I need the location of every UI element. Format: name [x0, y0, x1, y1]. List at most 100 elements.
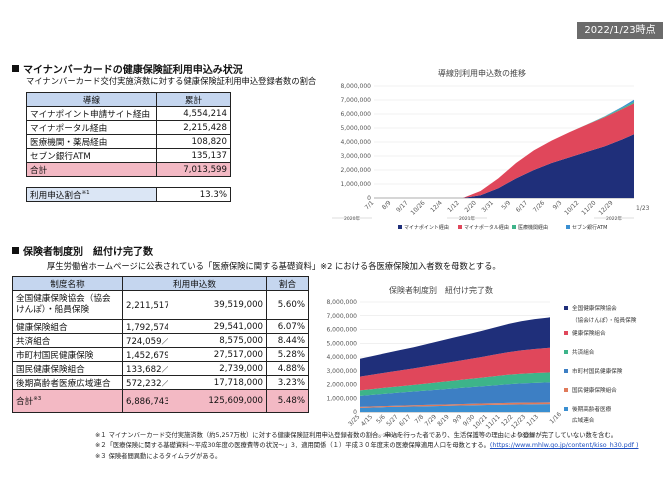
- apply-count: 572,232／: [122, 375, 168, 390]
- ratio-header: 割合: [266, 276, 310, 291]
- x-tick-label: 5/9: [500, 199, 512, 211]
- system-name: 市町村国民健康保険: [12, 347, 123, 362]
- y-tick-label: 1,000,000: [340, 181, 371, 188]
- section2-title: 保険者制度別 紐付け完了数: [23, 247, 153, 258]
- x-tick-label: 12/29: [597, 199, 614, 216]
- table-row: 後期高齢者医療広域連合 572,232／ 17,718,000 3.23%: [12, 375, 310, 390]
- footnote-2: ※２「医療保険に関する基礎資料～平成30年度の医療費等の状況～」3．適用関係（１…: [95, 441, 638, 451]
- route-value: 4,554,214: [156, 106, 231, 121]
- base-count: 27,517,000: [167, 347, 268, 362]
- section1-title: マイナンバーカードの健康保険証利用申込み状況: [23, 65, 243, 76]
- system-name: 共済組合: [12, 333, 123, 348]
- ratio-note: ※1: [81, 189, 90, 196]
- y-tick-label: 8,000,000: [340, 83, 371, 90]
- total-label-cell: 合計※3: [12, 389, 123, 413]
- heading-square-icon: [12, 247, 19, 254]
- footnotes: ※１ マイナンバーカード交付実施済数（約5,257万枚）に対する健康保険証利用申…: [95, 431, 638, 462]
- total-row: 合計 7,013,599: [26, 162, 231, 177]
- footnote-2-link[interactable]: (https://www.mhlw.go.jp/content/kiso_h30…: [489, 442, 639, 450]
- system-name-header: 制度名称: [12, 276, 123, 291]
- area-series-1: [374, 103, 634, 198]
- pct-value: 8.44%: [266, 333, 310, 348]
- x-tick-label: 8/19: [436, 413, 451, 428]
- legend-label: 全国健康保険協会: [572, 304, 617, 312]
- route-label: マイナポータル経由: [26, 120, 157, 135]
- legend-label: 市町村国民健康保険: [572, 367, 623, 375]
- x-tick-label: 9/17: [395, 199, 410, 214]
- legend-label: セブン銀行ATM: [572, 224, 607, 231]
- x-tick-label: 6/17: [515, 199, 530, 214]
- x-tick-label: 9/9: [452, 413, 464, 425]
- apply-count: 1,792,574／: [122, 319, 168, 334]
- x-tick-label: 11/11: [485, 413, 502, 430]
- area-series-0: [374, 134, 634, 198]
- pct-value: 6.07%: [266, 319, 310, 334]
- table-row: セブン銀行ATM 135,137: [26, 148, 231, 163]
- base-count: 17,718,000: [167, 375, 268, 390]
- section1-subtitle: マイナンバーカード交付実施済数に対する健康保険証利用申込登録者数の割合: [26, 76, 317, 86]
- x-tick-label: 10/26: [409, 199, 426, 216]
- chart2-title: 保険者制度別 紐付け完了数: [389, 285, 493, 295]
- system-name: 国民健康保険組合: [12, 361, 123, 376]
- footnote-2-text: ※２「医療保険に関する基礎資料～平成30年度の医療費等の状況～」3．適用関係（１…: [95, 442, 490, 450]
- pct-value: 5.60%: [266, 290, 310, 320]
- legend-label: （協会けんぽ）・船員保険: [572, 316, 637, 324]
- y-tick-label: 0: [367, 195, 371, 202]
- legend-label: 医療機関経由: [518, 224, 548, 231]
- pct-value: 5.28%: [266, 347, 310, 362]
- y-tick-label: 3,000,000: [340, 153, 371, 160]
- total-base: 125,609,000: [167, 389, 268, 413]
- year-label: 2022年: [518, 432, 534, 439]
- route-label: マイナポイント申請サイト経由: [26, 106, 157, 121]
- system-name: 後期高齢者医療広域連合: [12, 375, 123, 390]
- total-count: 6,886,743／: [122, 389, 168, 413]
- route-header: 導線: [26, 92, 157, 107]
- pct-value: 4.88%: [266, 361, 310, 376]
- route-table: 導線 累計 マイナポイント申請サイト経由 4,554,214 マイナポータル経由…: [26, 92, 231, 177]
- base-count: 29,541,000: [167, 319, 268, 334]
- insurer-table: 制度名称 利用申込数 割合 全国健康保険協会（協会けんぽ）・船員保険 2,211…: [12, 276, 310, 413]
- legend-swatch: [564, 306, 568, 310]
- route-label: セブン銀行ATM: [26, 148, 157, 163]
- legend-label: マイナポイント経由: [404, 224, 449, 231]
- area-series-3: [360, 372, 550, 396]
- pct-value: 3.23%: [266, 375, 310, 390]
- x-tick-label: 7/1: [364, 199, 376, 211]
- y-tick-label: 6,000,000: [340, 111, 371, 118]
- ratio-label: 利用申込割合: [30, 190, 82, 201]
- y-tick-label: 4,000,000: [340, 139, 371, 146]
- insurer-completion-chart: 保険者制度別 紐付け完了数 8,000,000 7,000,000 6,000,00…: [326, 285, 637, 439]
- applications-header: 利用申込数: [121, 276, 268, 291]
- x-tick-label: 1/13: [526, 413, 541, 428]
- ratio-value: 13.3%: [156, 187, 231, 202]
- year-label: 2022年: [606, 215, 622, 222]
- x-tick-label: 11/20: [580, 199, 597, 216]
- apply-count: 133,682／: [122, 361, 168, 376]
- total-label: 合計: [26, 162, 157, 177]
- area-series-5: [360, 317, 550, 377]
- x-tick-label: 3/31: [481, 199, 496, 214]
- y-tick-label: 7,000,000: [340, 97, 371, 104]
- x-tick-label-last: 1/23: [636, 205, 650, 212]
- x-tick-label: 5/6: [375, 413, 387, 425]
- year-label: 2020年: [344, 215, 360, 222]
- x-tick-label: 1/12: [446, 199, 461, 214]
- cumulative-header: 累計: [156, 92, 231, 107]
- area-series-2: [360, 382, 550, 407]
- total-value: 7,013,599: [156, 162, 231, 177]
- table-row: マイナポイント申請サイト経由 4,554,214: [26, 106, 231, 121]
- x-tick-label: 6/17: [398, 413, 413, 428]
- x-tick-label: 7/29: [423, 413, 438, 428]
- area-series-0: [360, 404, 550, 412]
- table-row: 共済組合 724,059／ 8,575,000 8.44%: [12, 333, 310, 348]
- table-row: 医療機関・薬局経由 108,820: [26, 134, 231, 149]
- legend-label: 国民健康保険組合: [572, 386, 617, 394]
- total-label: 合計: [16, 397, 34, 407]
- x-tick-label: 12/23: [510, 413, 527, 430]
- route-value: 135,137: [156, 148, 231, 163]
- x-tick-label: 2/20: [463, 199, 478, 214]
- x-tick-label: 9/3: [552, 199, 564, 211]
- total-row: 合計※3 6,886,743／ 125,609,000 5.48%: [12, 389, 310, 413]
- x-tick-label: 3/25: [347, 413, 362, 428]
- x-tick-label: 7/26: [532, 199, 547, 214]
